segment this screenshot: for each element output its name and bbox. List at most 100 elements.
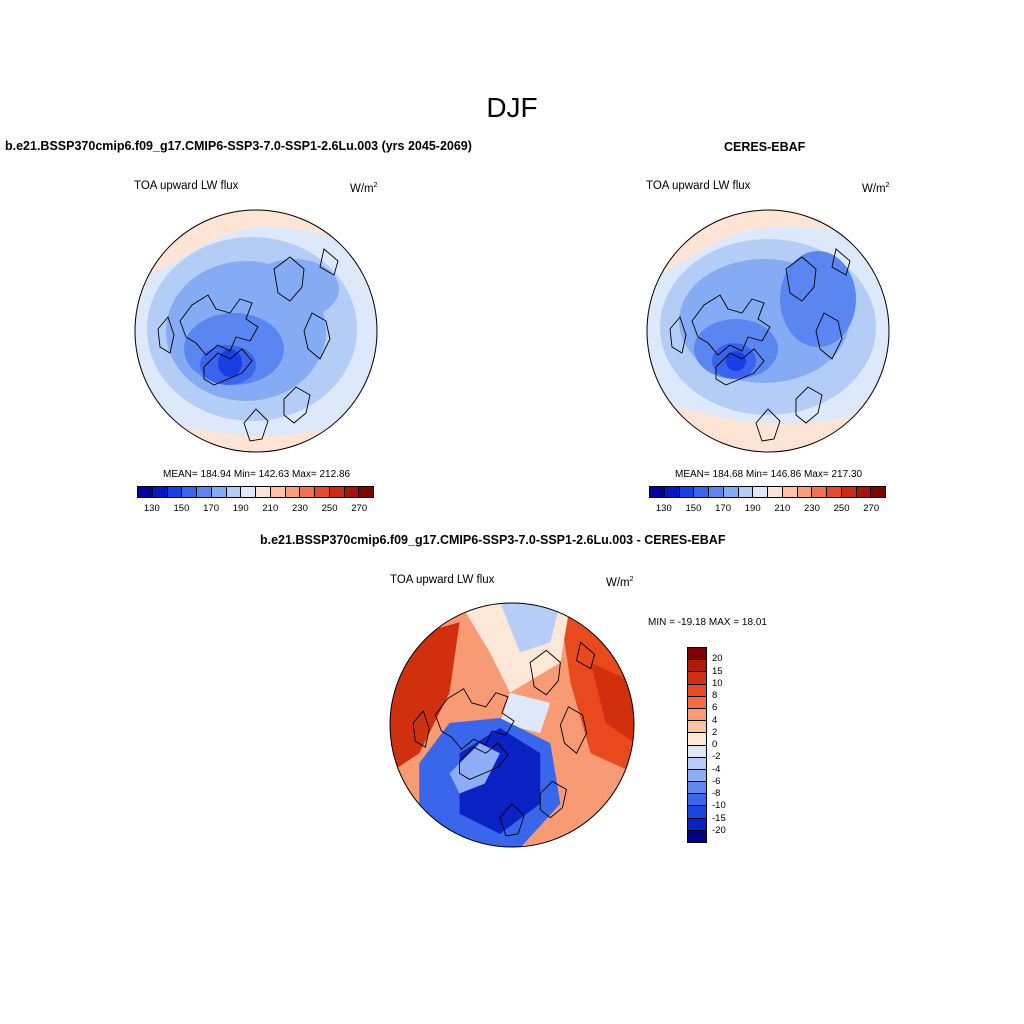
colorbar-tick-label: 130 xyxy=(143,503,160,514)
coastline xyxy=(203,348,253,386)
panel2-stats: MEAN= 184.68 Min= 146.86 Max= 217.30 xyxy=(675,469,863,480)
colorbar-swatch xyxy=(856,487,872,497)
colorbar-tick-label: 210 xyxy=(262,503,279,514)
coastline xyxy=(157,316,175,354)
colorbar-swatch xyxy=(197,487,212,497)
colorbar-swatch xyxy=(688,818,706,831)
coastline xyxy=(795,386,823,424)
coastline xyxy=(576,641,596,670)
map-boundary xyxy=(646,209,890,453)
colorbar-swatch xyxy=(315,487,330,497)
colorbar-tick-label: 10 xyxy=(712,677,723,689)
coastline xyxy=(755,408,781,442)
colorbar-swatch xyxy=(329,487,345,497)
colorbar-tick-label: 250 xyxy=(321,503,338,514)
colorbar-swatch xyxy=(688,782,706,795)
coastline xyxy=(499,802,525,837)
colorbar-swatch xyxy=(285,487,301,497)
colorbar-tick-label: 190 xyxy=(232,503,249,514)
colorbar-swatch xyxy=(688,672,706,685)
colorbar-tick-label: 270 xyxy=(863,503,880,514)
colorbar-tick-label: 170 xyxy=(203,503,219,514)
field-region xyxy=(249,259,339,319)
colorbar-swatch xyxy=(768,487,783,497)
panel2-title: CERES-EBAF xyxy=(724,140,806,154)
colorbar-swatch xyxy=(688,830,706,842)
colorbar-swatch xyxy=(241,487,256,497)
colorbar-tick-label: -10 xyxy=(712,800,726,812)
colorbar-swatch xyxy=(138,487,153,497)
colorbar-tick-label: 230 xyxy=(804,503,820,514)
colorbar-swatch xyxy=(812,487,827,497)
colorbar-swatch xyxy=(688,757,706,770)
colorbar-swatch xyxy=(694,487,709,497)
colorbar-swatch xyxy=(688,769,706,783)
field-region xyxy=(590,662,634,744)
field-region xyxy=(449,743,500,794)
colorbar-swatch xyxy=(300,487,315,497)
colorbar-swatch xyxy=(256,487,271,497)
coastline xyxy=(559,706,588,754)
colorbar-tick-label: 210 xyxy=(774,503,791,514)
colorbar-swatch xyxy=(709,487,724,497)
colorbar-swatch xyxy=(211,487,227,497)
field-region xyxy=(218,349,242,377)
colorbar-swatch xyxy=(871,487,885,497)
colorbar-tick-label: -2 xyxy=(712,751,721,763)
colorbar-tick-label: -20 xyxy=(712,824,726,836)
panel1-units: W/m2 xyxy=(350,182,378,195)
figure-title: DJF xyxy=(486,92,538,123)
colorbar-tick-label: 130 xyxy=(655,503,672,514)
colorbar-swatch xyxy=(688,745,706,758)
colorbar-swatch xyxy=(226,487,242,497)
colorbar-swatch xyxy=(688,806,706,819)
coastline xyxy=(303,312,331,360)
panel1-title: b.e21.BSSP370cmip6.f09_g17.CMIP6-SSP3-7.… xyxy=(5,139,472,153)
colorbar-tick-label: -6 xyxy=(712,775,721,787)
coastline xyxy=(815,312,843,360)
colorbar-swatch xyxy=(270,487,286,497)
panel3-variable-label: TOA upward LW flux xyxy=(390,574,495,586)
colorbar-tick-label: 250 xyxy=(833,503,850,514)
panel2-colorbar xyxy=(649,486,886,498)
panel3-units: W/m2 xyxy=(606,576,634,589)
colorbar-tick-label: -4 xyxy=(712,763,721,775)
colorbar-swatch xyxy=(688,794,706,807)
panel3-colorbar-ticks: 20 15 10 8 6 4 2 0 -2 -4 -6 -8 -10 -15 -20 xyxy=(712,647,752,843)
coastline xyxy=(434,688,515,750)
coastline xyxy=(715,348,765,386)
colorbar-swatch xyxy=(688,708,706,722)
colorbar-swatch xyxy=(688,733,706,746)
coastline xyxy=(691,294,771,356)
colorbar-swatch xyxy=(841,487,857,497)
map-boundary xyxy=(389,602,635,848)
colorbar-swatch xyxy=(664,487,680,497)
coastline xyxy=(529,649,561,696)
colorbar-swatch xyxy=(723,487,739,497)
panel2-colorbar-ticks: 130 150 170 190 210 230 250 270 xyxy=(649,503,886,517)
panel1-polar-map xyxy=(134,209,378,453)
colorbar-tick-label: -15 xyxy=(712,812,726,824)
map-boundary xyxy=(134,209,378,453)
panel3-title: b.e21.BSSP370cmip6.f09_g17.CMIP6-SSP3-7.… xyxy=(260,533,726,547)
panel3-colorbar xyxy=(687,647,707,843)
colorbar-swatch xyxy=(167,487,183,497)
field-region xyxy=(726,351,746,371)
colorbar-swatch xyxy=(359,487,373,497)
panel3-polar-map xyxy=(389,602,635,848)
panel2-variable-label: TOA upward LW flux xyxy=(646,180,751,192)
colorbar-tick-label: 150 xyxy=(173,503,190,514)
colorbar-swatch xyxy=(782,487,798,497)
coastline xyxy=(412,709,430,748)
colorbar-tick-label: 8 xyxy=(712,690,718,701)
colorbar-tick-label: 190 xyxy=(744,503,761,514)
colorbar-swatch xyxy=(152,487,168,497)
colorbar-swatch xyxy=(688,721,706,734)
colorbar-tick-label: 230 xyxy=(292,503,308,514)
colorbar-tick-label: 6 xyxy=(712,702,718,714)
panel1-colorbar-ticks: 130 150 170 190 210 230 250 270 xyxy=(137,503,374,517)
colorbar-swatch xyxy=(344,487,360,497)
panel2-units: W/m2 xyxy=(862,182,890,195)
colorbar-tick-label: 4 xyxy=(712,714,718,726)
colorbar-swatch xyxy=(738,487,754,497)
